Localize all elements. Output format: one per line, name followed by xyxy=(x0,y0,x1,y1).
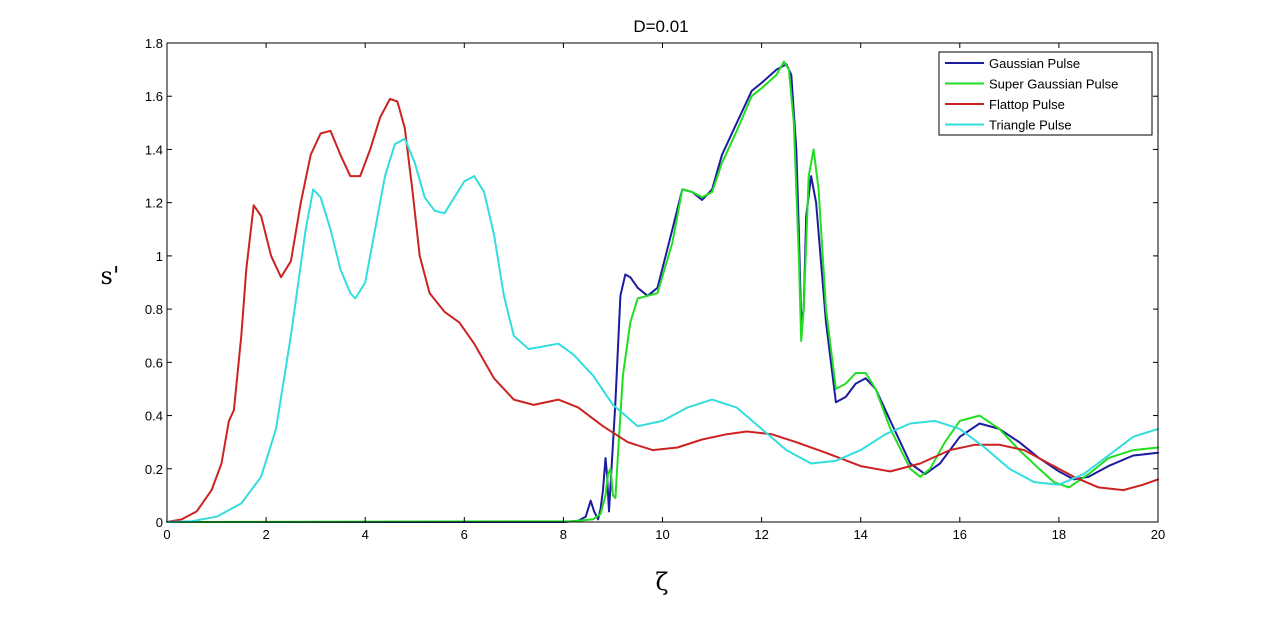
x-tick-label: 16 xyxy=(953,527,967,542)
y-tick-label: 1.6 xyxy=(145,89,163,104)
x-axis: 0 2 4 6 8 10 12 14 16 18 20 xyxy=(163,43,1165,542)
series-line-super-gaussian-pulse xyxy=(166,60,1159,523)
x-tick-label: 8 xyxy=(560,527,567,542)
legend-label: Flattop Pulse xyxy=(989,97,1065,112)
y-axis-label: s' xyxy=(101,262,120,290)
x-tick-label: 0 xyxy=(163,527,170,542)
y-tick-label: 1.2 xyxy=(145,196,163,211)
y-axis: 0 0.2 0.4 0.6 0.8 1 1.2 1.4 1.6 1.8 xyxy=(145,36,1158,530)
y-tick-label: 0.8 xyxy=(145,302,163,317)
legend-label: Triangle Pulse xyxy=(989,118,1072,133)
y-tick-label: 0 xyxy=(156,515,163,530)
x-axis-label: ζ xyxy=(655,568,668,596)
x-tick-label: 20 xyxy=(1151,527,1165,542)
chart-title: D=0.01 xyxy=(633,17,688,36)
y-tick-label: 1.8 xyxy=(145,36,163,51)
series-line-triangle-pulse xyxy=(166,137,1159,523)
x-tick-label: 4 xyxy=(362,527,369,542)
series-line-flattop-pulse xyxy=(166,97,1159,523)
y-tick-label: 0.4 xyxy=(145,409,163,424)
x-tick-label: 18 xyxy=(1052,527,1066,542)
x-tick-label: 14 xyxy=(853,527,867,542)
legend-box xyxy=(938,51,1153,136)
x-tick-label: 12 xyxy=(754,527,768,542)
y-tick-label: 1.4 xyxy=(145,142,163,157)
y-tick-label: 0.6 xyxy=(145,355,163,370)
y-tick-label: 0.2 xyxy=(145,462,163,477)
legend: Gaussian Pulse Super Gaussian Pulse Flatto… xyxy=(938,51,1153,136)
x-tick-label: 2 xyxy=(262,527,269,542)
x-tick-label: 6 xyxy=(461,527,468,542)
series-layer xyxy=(166,60,1159,523)
y-tick-label: 1 xyxy=(156,249,163,264)
legend-label: Super Gaussian Pulse xyxy=(989,77,1118,92)
x-tick-label: 10 xyxy=(655,527,669,542)
legend-label: Gaussian Pulse xyxy=(989,56,1080,71)
